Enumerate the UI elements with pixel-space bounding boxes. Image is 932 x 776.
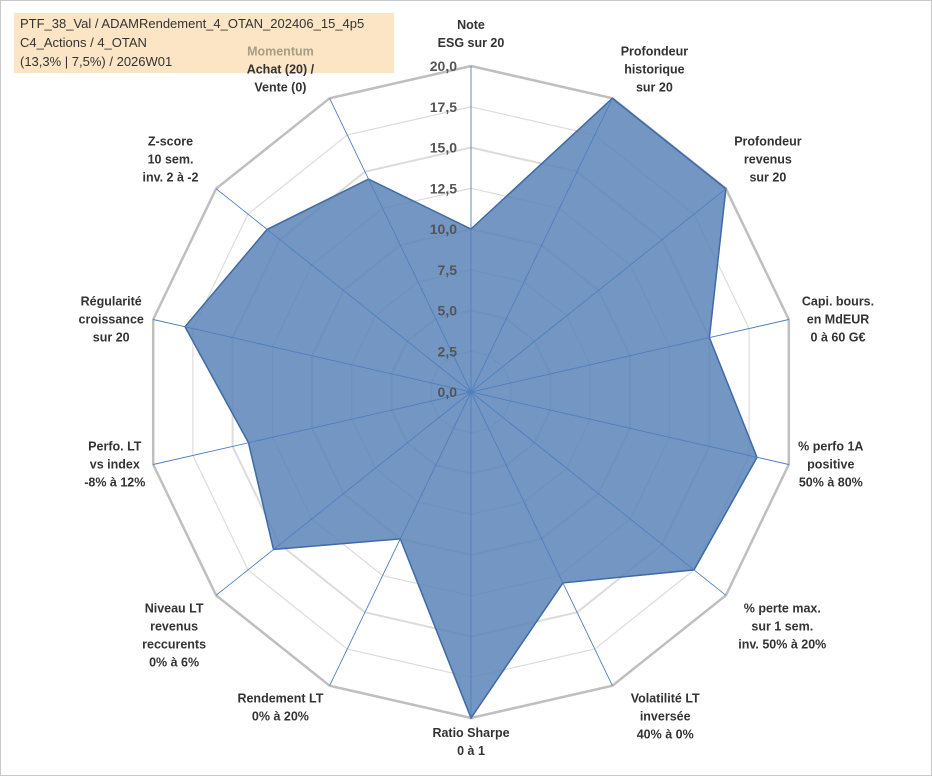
category-label: % perfo 1A positive 50% à 80% [798, 440, 863, 490]
axis-spoke [329, 391, 472, 686]
category-label-line: % perte max. [744, 601, 821, 615]
category-label-line: -8% à 12% [84, 476, 145, 490]
category-label-line: Capi. bours. [802, 295, 874, 309]
category-label-line: positive [807, 458, 854, 472]
category-label-line: vs index [90, 458, 140, 472]
category-label-line: croissance [79, 313, 144, 327]
tick-label: 2,5 [438, 343, 458, 359]
category-label: Profondeur revenus sur 20 [734, 135, 801, 185]
category-label-line: revenus [744, 153, 792, 167]
category-label: Capi. bours. en MdEUR 0 à 60 G€ [802, 295, 874, 345]
category-label-line: sur 1 sem. [751, 619, 813, 633]
category-label-line: 40% à 0% [637, 728, 694, 742]
category-label-line: Ratio Sharpe [432, 726, 509, 740]
tick-label: 15,0 [430, 140, 457, 156]
tick-label: 0,0 [438, 384, 458, 400]
axis-spoke [215, 188, 472, 393]
category-label: Ratio Sharpe 0 à 1 [432, 726, 509, 758]
category-label-line: 0% à 6% [149, 655, 199, 669]
category-label: Volatilité LT inversée 40% à 0% [631, 692, 700, 742]
category-label-line: Note [457, 18, 485, 32]
category-label-line: sur 20 [93, 331, 130, 345]
axis-spoke [470, 391, 789, 465]
category-label: % perte max. sur 1 sem. inv. 50% à 20% [738, 601, 826, 651]
category-label-line: sur 20 [749, 171, 786, 185]
info-box: PTF_38_Val / ADAMRendement_4_OTAN_202406… [14, 13, 394, 73]
category-label: Perfo. LT vs index -8% à 12% [84, 440, 145, 490]
category-label-line: Niveau LT [145, 601, 204, 615]
axis-spoke [470, 98, 613, 393]
category-label-line: revenus [150, 619, 198, 633]
tick-label: 7,5 [438, 262, 458, 278]
category-label-line: inv. 2 à -2 [142, 171, 198, 185]
axis-spoke [153, 391, 472, 465]
category-label: Niveau LT revenus reccurents 0% à 6% [142, 601, 206, 669]
category-label: Note ESG sur 20 [438, 18, 505, 50]
category-label: Régularité croissance sur 20 [79, 295, 144, 345]
axis-spoke [470, 188, 727, 393]
category-label-line: 0 à 60 G€ [811, 331, 866, 345]
axis-spoke [470, 391, 727, 596]
axis-spoke [470, 319, 789, 393]
category-label: Profondeur historique sur 20 [621, 44, 688, 94]
axis-spoke [470, 391, 613, 686]
category-label-line: Volatilité LT [631, 692, 700, 706]
category-label-line: Rendement LT [237, 692, 323, 706]
tick-label: 20,0 [430, 58, 457, 74]
category-label-line: Vente (0) [254, 80, 306, 94]
category-label-line: Profondeur [734, 135, 801, 149]
category-label-line: % perfo 1A [798, 440, 863, 454]
category-label-line: 10 sem. [148, 153, 194, 167]
axis-spoke [215, 391, 472, 596]
category-label: Momentum Achat (20) / Vente (0) [247, 44, 315, 94]
tick-label: 10,0 [430, 221, 457, 237]
category-label-line: ESG sur 20 [438, 36, 505, 50]
axis-spoke [329, 98, 472, 393]
category-label-line: Achat (20) / [247, 62, 315, 76]
tick-label: 17,5 [430, 99, 457, 115]
tick-label: 5,0 [438, 303, 458, 319]
category-label: Rendement LT 0% à 20% [237, 692, 323, 724]
category-label-line: inversée [640, 710, 691, 724]
category-label-line: sur 20 [636, 80, 673, 94]
category-label-line: Régularité [81, 295, 142, 309]
category-label-line: reccurents [142, 637, 206, 651]
tick-label: 12,5 [430, 180, 457, 196]
category-label-line: Z-score [148, 135, 193, 149]
category-label-line: 0% à 20% [252, 710, 309, 724]
category-label-line: Profondeur [621, 44, 688, 58]
category-label-line: 0 à 1 [457, 744, 485, 758]
category-label-line: inv. 50% à 20% [738, 637, 826, 651]
info-line-portfolio: PTF_38_Val / ADAMRendement_4_OTAN_202406… [20, 16, 365, 31]
category-label-line: Momentum [247, 44, 314, 58]
category-label-line: Perfo. LT [88, 440, 142, 454]
category-label-line: en MdEUR [807, 313, 870, 327]
category-label: Z-score 10 sem. inv. 2 à -2 [142, 135, 198, 185]
info-line-stats: (13,3% | 7,5%) / 2026W01 [20, 54, 173, 69]
category-label-line: 50% à 80% [799, 476, 863, 490]
axis-spoke [153, 319, 472, 393]
info-line-category: C4_Actions / 4_OTAN [20, 35, 147, 50]
category-label-line: historique [624, 62, 684, 76]
